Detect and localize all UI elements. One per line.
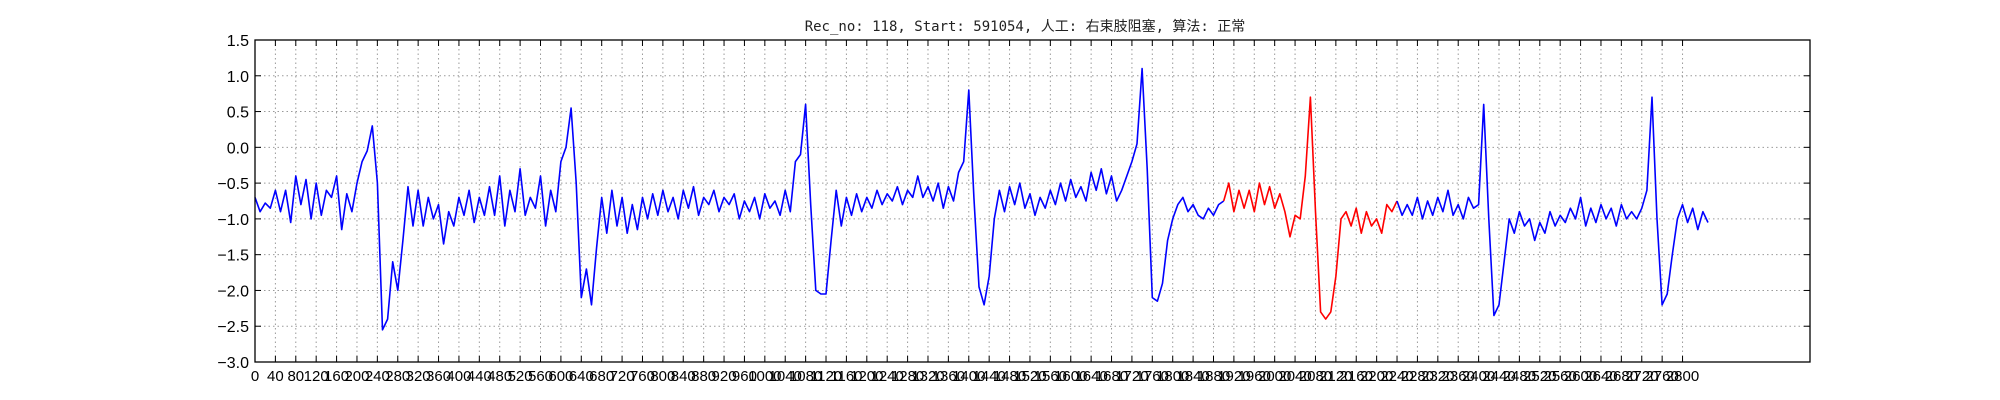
y-tick-label: −1.0 (217, 212, 249, 229)
y-tick-label: 0.5 (227, 105, 249, 122)
x-tick-label: 2800 (1666, 368, 1699, 385)
x-tick-label: 2560 (1543, 368, 1576, 385)
x-tick-label: 2600 (1564, 368, 1597, 385)
y-tick-label: −0.5 (217, 176, 249, 193)
x-tick-label: 320 (406, 368, 431, 385)
x-tick-label: 2080 (1299, 368, 1332, 385)
x-tick-label: 1800 (1156, 368, 1189, 385)
x-tick-label: 1080 (789, 368, 822, 385)
x-tick-label: 800 (650, 368, 675, 385)
x-tick-label: 440 (467, 368, 492, 385)
x-tick-label: 2200 (1360, 368, 1393, 385)
x-tick-label: 1000 (748, 368, 781, 385)
y-axis: 1.5 1.0 0.5 0.0 −0.5 −1.0 −1.5 −2.0 −2.5 −3.0 (217, 33, 1810, 372)
x-tick-label: 2680 (1605, 368, 1638, 385)
y-tick-label: −2.5 (217, 319, 249, 336)
x-tick-label: 2040 (1278, 368, 1311, 385)
y-tick-label: −1.5 (217, 248, 249, 265)
x-tick-label: 200 (344, 368, 369, 385)
x-tick-label: 1920 (1217, 368, 1250, 385)
y-tick-label: 0.0 (227, 140, 249, 157)
x-tick-label: 840 (671, 368, 696, 385)
ecg-series-line-2 (1222, 96, 1398, 320)
y-tick-label: −2.0 (217, 283, 249, 300)
x-tick-label: 160 (324, 368, 349, 385)
x-tick-label: 1560 (1034, 368, 1067, 385)
x-tick-label: 1720 (1115, 368, 1148, 385)
x-tick-label: 1640 (1074, 368, 1107, 385)
x-tick-label: 2240 (1380, 368, 1413, 385)
x-tick-label: 80 (287, 368, 304, 385)
x-tick-label: 240 (365, 368, 390, 385)
grid (255, 39, 1810, 363)
x-tick-label: 720 (610, 368, 635, 385)
x-tick-label: 520 (508, 368, 533, 385)
x-tick-label: 2320 (1421, 368, 1454, 385)
x-tick-label: 1120 (810, 368, 842, 385)
x-tick-label: 2120 (1319, 368, 1352, 385)
x-tick-label: 1240 (871, 368, 904, 385)
x-tick-label: 1320 (911, 368, 944, 385)
x-tick-label: 1360 (932, 368, 965, 385)
x-tick-label: 680 (589, 368, 614, 385)
x-tick-label: 640 (569, 368, 594, 385)
x-tick-label: 1960 (1238, 368, 1271, 385)
y-tick-label: 1.5 (227, 33, 249, 50)
x-tick-label: 1840 (1176, 368, 1209, 385)
x-tick-label: 40 (267, 368, 284, 385)
x-tick-label: 1200 (850, 368, 883, 385)
x-tick-label: 880 (691, 368, 716, 385)
x-tick-label: 2720 (1625, 368, 1658, 385)
x-tick-label: 0 (251, 368, 259, 385)
ecg-series-line-3 (1396, 96, 1709, 317)
x-tick-label: 120 (304, 368, 329, 385)
x-tick-label: 2760 (1645, 368, 1678, 385)
x-tick-label: 920 (712, 368, 737, 385)
x-tick-label: 560 (528, 368, 553, 385)
x-tick-label: 1040 (769, 368, 802, 385)
y-tick-label: −3.0 (217, 355, 249, 372)
x-tick-label: 1880 (1197, 368, 1230, 385)
x-tick-label: 2160 (1340, 368, 1373, 385)
x-tick-label: 480 (487, 368, 512, 385)
x-tick-label: 2480 (1503, 368, 1536, 385)
x-tick-label: 1160 (830, 368, 862, 385)
x-tick-label: 2400 (1462, 368, 1495, 385)
x-tick-label: 600 (548, 368, 573, 385)
x-tick-label: 280 (385, 368, 410, 385)
plot-frame (254, 39, 1811, 363)
x-tick-label: 1480 (993, 368, 1026, 385)
x-tick-label: 1600 (1054, 368, 1087, 385)
x-tick-label: 2440 (1482, 368, 1515, 385)
x-tick-label: 400 (446, 368, 471, 385)
x-tick-label: 1400 (952, 368, 985, 385)
x-tick-label: 2280 (1401, 368, 1434, 385)
x-tick-label: 2640 (1584, 368, 1617, 385)
x-tick-label: 1280 (891, 368, 924, 385)
x-tick-label: 360 (426, 368, 451, 385)
y-tick-label: 1.0 (227, 69, 249, 86)
x-tick-label: 2000 (1258, 368, 1291, 385)
chart-title: Rec_no: 118, Start: 591054, 人工: 右束肢阻塞, 算… (805, 18, 1246, 35)
x-tick-label: 2360 (1442, 368, 1475, 385)
x-tick-label: 1760 (1136, 368, 1169, 385)
x-axis: 0 40 80 12016020024028032036040044048052056… (251, 40, 1699, 385)
x-tick-label: 960 (732, 368, 757, 385)
series-group (254, 67, 1709, 331)
x-tick-label: 1680 (1095, 368, 1128, 385)
x-tick-label: 1440 (972, 368, 1005, 385)
ecg-series-line-1 (254, 67, 1225, 331)
x-tick-label: 760 (630, 368, 655, 385)
x-tick-label: 2520 (1523, 368, 1556, 385)
x-tick-label: 1520 (1013, 368, 1046, 385)
